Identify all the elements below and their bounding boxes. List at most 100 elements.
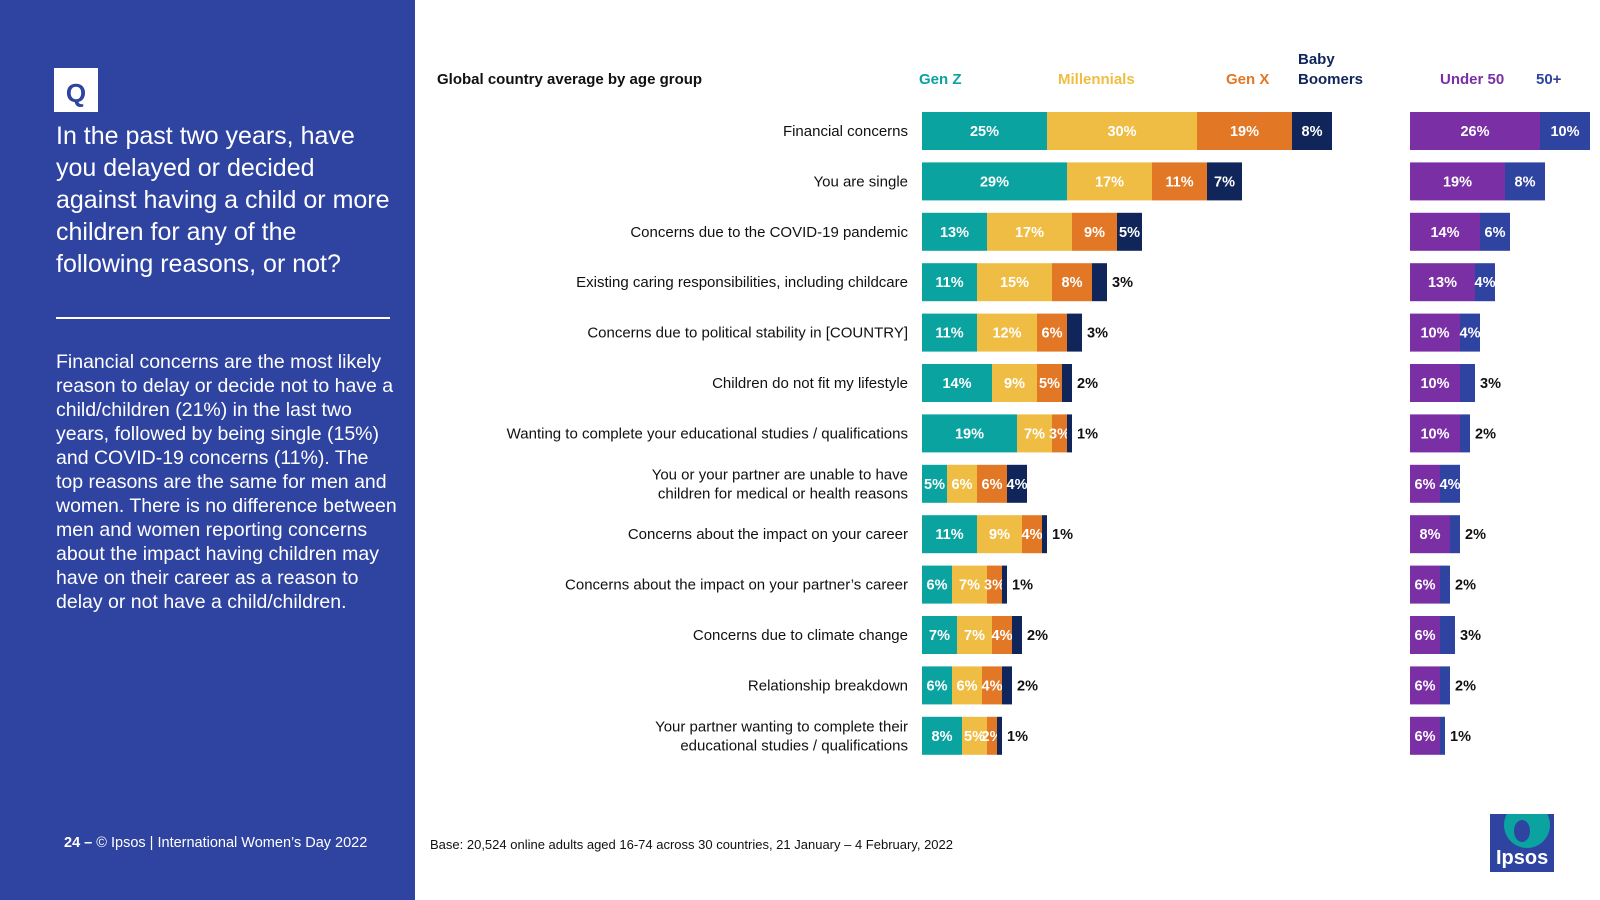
age-split-bar-segment [1410,666,1440,705]
age-group-data-label: 9% [989,527,1010,543]
age-split-bar-segment [1410,313,1460,352]
age-group-data-label: 2% [1077,376,1098,392]
age-group-bar-segment [997,716,1002,755]
age-split-data-label: 8% [1420,527,1441,543]
age-group-bar-segment [1012,616,1022,654]
age-split-data-label: 4% [1475,275,1496,291]
age-group-bar-segment [1047,112,1197,150]
age-group-data-label: 5% [924,477,945,493]
age-group-bar-segment [922,263,977,302]
age-group-data-label: 1% [1077,426,1098,442]
category-label: You or your partner are unable to have [652,466,908,483]
age-split-legend-1: Under 50 [1440,71,1504,88]
age-group-bar-segment [1062,364,1072,402]
age-group-data-label: 4% [992,628,1013,644]
age-group-bar-segment [1052,263,1092,302]
age-group-legend-4: Boomers [1298,71,1363,88]
age-group-bar-segment [982,666,1002,705]
age-group-data-label: 4% [982,678,1003,694]
age-group-bar-segment [1067,414,1072,453]
age-split-data-label: 6% [1415,678,1436,694]
age-split-data-label: 19% [1443,174,1472,190]
age-split-bar-segment [1460,364,1475,402]
ipsos-logo: Ipsos [1490,814,1554,872]
age-split-data-label: 3% [1460,628,1481,644]
age-split-bar-segment [1440,616,1455,654]
age-group-data-label: 6% [957,678,978,694]
age-group-data-label: 1% [1052,527,1073,543]
age-group-data-label: 17% [1095,174,1124,190]
category-label: Financial concerns [783,123,908,140]
age-group-data-label: 7% [1024,426,1045,442]
age-group-bar-segment [1072,212,1117,251]
age-group-bar-segment [987,716,997,755]
age-split-data-label: 6% [1415,729,1436,745]
age-group-bar-segment [952,565,987,604]
question-text: In the past two years, have you delayed … [56,122,390,278]
category-label: Wanting to complete your educational stu… [507,425,908,442]
age-split-data-label: 1% [1450,729,1471,745]
age-group-data-label: 6% [952,477,973,493]
age-split-bar-segment [1410,616,1440,654]
category-label: Concerns about the impact on your partne… [565,577,908,594]
age-group-data-label: 13% [940,225,969,241]
age-group-bar-segment [1052,414,1067,453]
age-split-data-label: 10% [1420,426,1449,442]
chart-title: Global country average by age group [437,71,702,88]
age-group-data-label: 2% [1017,678,1038,694]
age-group-data-label: 8% [932,729,953,745]
age-group-bar-segment [992,364,1037,402]
age-split-data-label: 4% [1460,326,1481,342]
age-group-data-label: 15% [1000,275,1029,291]
age-group-data-label: 29% [980,174,1009,190]
age-group-data-label: 5% [1119,225,1140,241]
age-split-bar-segment [1410,112,1540,150]
age-split-bar-segment [1410,162,1505,201]
age-group-data-label: 4% [1022,527,1043,543]
category-label: Concerns due to the COVID-19 pandemic [630,224,908,241]
age-group-data-label: 30% [1107,124,1136,140]
footer: 24 – © Ipsos | International Women’s Day… [64,835,367,851]
age-split-bar-segment [1440,716,1445,755]
age-split-bar-segment [1440,666,1450,705]
age-group-bar-segment [957,616,992,654]
age-split-bar-segment [1410,716,1440,755]
age-split-data-label: 14% [1430,225,1459,241]
age-group-bar-segment [1022,515,1042,554]
age-group-bar-segment [1067,162,1152,201]
age-split-data-label: 6% [1415,578,1436,594]
age-group-data-label: 11% [935,326,963,342]
age-split-data-label: 2% [1455,678,1476,694]
age-group-data-label: 19% [1230,124,1259,140]
category-label: Children do not fit my lifestyle [712,375,908,392]
age-group-bar-segment [1042,515,1047,554]
copyright: © Ipsos | International Women’s Day 2022 [96,835,368,851]
category-label: children for medical or health reasons [658,485,908,502]
category-label: You are single [813,173,908,190]
age-group-bar-segment [922,162,1067,201]
age-split-data-label: 6% [1415,628,1436,644]
category-label: Concerns due to political stability in [… [587,325,908,342]
age-split-bar-segment [1410,212,1480,251]
age-split-bar-segment [1410,515,1450,554]
age-group-bar-segment [922,716,962,755]
age-group-data-label: 7% [1214,174,1235,190]
age-group-bar-segment [922,364,992,402]
age-group-data-label: 7% [929,628,950,644]
age-group-bar-segment [922,666,952,705]
age-split-legend-2: 50+ [1536,71,1562,88]
age-group-bar-segment [1007,464,1027,503]
age-group-bar-segment [922,515,977,554]
divider [56,317,390,319]
logo-text: Ipsos [1496,847,1549,869]
age-group-bar-segment [977,464,1007,503]
age-group-data-label: 7% [964,628,985,644]
age-split-data-label: 10% [1420,376,1449,392]
base-note: Base: 20,524 online adults aged 16-74 ac… [430,837,953,852]
age-split-data-label: 4% [1440,477,1461,493]
age-group-data-label: 5% [1039,376,1060,392]
age-split-bar-segment [1450,515,1460,554]
age-group-data-label: 14% [942,376,971,392]
age-group-bar-segment [1002,666,1012,705]
